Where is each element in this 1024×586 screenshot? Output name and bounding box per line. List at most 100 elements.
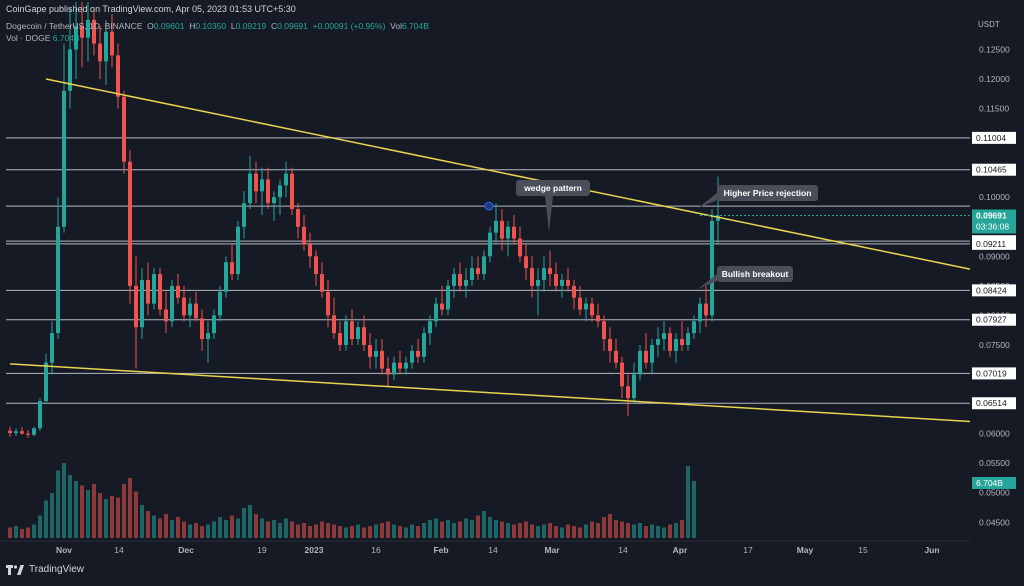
- candle-body: [686, 333, 690, 345]
- volume-bar: [650, 524, 654, 538]
- volume-bar: [548, 523, 552, 538]
- candle-body: [356, 327, 360, 340]
- candle-body: [326, 291, 330, 316]
- volume-bar: [590, 521, 594, 538]
- volume-bar: [596, 523, 600, 538]
- volume-bar: [440, 521, 444, 538]
- volume-bar: [308, 526, 312, 538]
- candle-body: [650, 344, 654, 363]
- candle-body: [608, 339, 612, 351]
- footer-brand-text: TradingView: [29, 564, 85, 575]
- level-price-tag: [972, 163, 1016, 176]
- candle-body: [44, 362, 48, 402]
- candle-body: [446, 285, 450, 310]
- candle-body: [494, 220, 498, 233]
- volume-bar: [428, 520, 432, 538]
- candle-body: [638, 350, 642, 375]
- candle-body: [386, 368, 390, 375]
- volume-bar: [50, 493, 54, 538]
- high-label: H: [189, 21, 196, 31]
- x-tick-label: Feb: [433, 545, 448, 555]
- current-price-tag: [972, 209, 1016, 234]
- level-price-label: 0.06514: [976, 398, 1007, 408]
- volume-bar: [374, 524, 378, 538]
- candle-body: [488, 232, 492, 257]
- tradingview-logo-icon: [6, 564, 24, 575]
- candle-body: [422, 333, 426, 357]
- level-price-tag: [972, 397, 1016, 410]
- candle-body: [314, 256, 318, 275]
- volume-bar: [164, 514, 168, 538]
- level-price-tag: [972, 313, 1016, 326]
- volume-bar: [104, 499, 108, 538]
- level-price-label: 0.07927: [976, 315, 1007, 325]
- candle-body: [146, 279, 150, 304]
- volume-bar: [434, 518, 438, 538]
- candle-body: [188, 303, 192, 316]
- candle-body: [704, 303, 708, 316]
- y-tick-label: 0.12500: [979, 44, 1010, 54]
- y-tick-label: 0.05000: [979, 488, 1010, 498]
- volume-bar: [266, 521, 270, 538]
- candle-body: [320, 274, 324, 292]
- x-tick-label: 19: [257, 545, 267, 555]
- candle-body: [476, 268, 480, 275]
- footer-brand[interactable]: TradingView: [6, 564, 84, 575]
- level-price-label: 0.10465: [976, 165, 1007, 175]
- candle-body: [110, 31, 114, 56]
- candle-body: [218, 291, 222, 316]
- volume-bar: [206, 524, 210, 538]
- volume-bar: [242, 508, 246, 538]
- candle-body: [14, 431, 18, 434]
- volume-bar: [74, 481, 78, 538]
- volume-bar: [146, 511, 150, 538]
- candle-body: [584, 303, 588, 310]
- level-price-tag: [972, 131, 1016, 144]
- candle-body: [152, 274, 156, 304]
- candle-body: [296, 209, 300, 227]
- candle-body: [410, 350, 414, 363]
- candle-body: [512, 226, 516, 239]
- candle-body: [164, 309, 168, 322]
- candle-body: [368, 344, 372, 357]
- candle-body: [482, 256, 486, 275]
- volume-bar: [158, 518, 162, 538]
- volume-bar: [224, 520, 228, 538]
- candle-body: [242, 203, 246, 227]
- volume-bar: [386, 521, 390, 538]
- candle-body: [524, 256, 528, 269]
- x-tick-label: 14: [488, 545, 498, 555]
- candle-body: [248, 173, 252, 204]
- candle-body: [644, 350, 648, 363]
- volume-bar: [482, 511, 486, 538]
- volume-bar: [500, 521, 504, 538]
- symbol-name: Dogecoin / TetherUS, 1D, BINANCE: [6, 21, 143, 31]
- volume-tag: [972, 477, 1016, 489]
- volume-bar: [578, 527, 582, 538]
- volume-bar: [116, 497, 120, 538]
- volume-bar: [290, 521, 294, 538]
- candle-body: [338, 333, 342, 345]
- y-tick-label: 0.06000: [979, 429, 1010, 439]
- candle-body: [554, 274, 558, 286]
- volume-bar: [194, 523, 198, 538]
- volume-bar: [524, 521, 528, 538]
- volume-legend: Vol · DOGE 6.704B: [6, 33, 80, 43]
- volume-bar: [410, 524, 414, 538]
- volume-bar: [680, 520, 684, 538]
- current-price-label: 0.09691: [976, 210, 1007, 220]
- volume-bar: [566, 524, 570, 538]
- volume-bar: [44, 500, 48, 538]
- open-label: O: [147, 21, 154, 31]
- volume-bar: [284, 518, 288, 538]
- volume-bar: [572, 526, 576, 538]
- level-price-label: 0.09211: [976, 239, 1006, 249]
- x-tick-label: Mar: [544, 545, 560, 555]
- candle-body: [98, 43, 102, 62]
- volume-bar: [512, 524, 516, 538]
- x-tick-label: Dec: [178, 545, 194, 555]
- volume-bar: [218, 517, 222, 538]
- volume-bar: [338, 526, 342, 538]
